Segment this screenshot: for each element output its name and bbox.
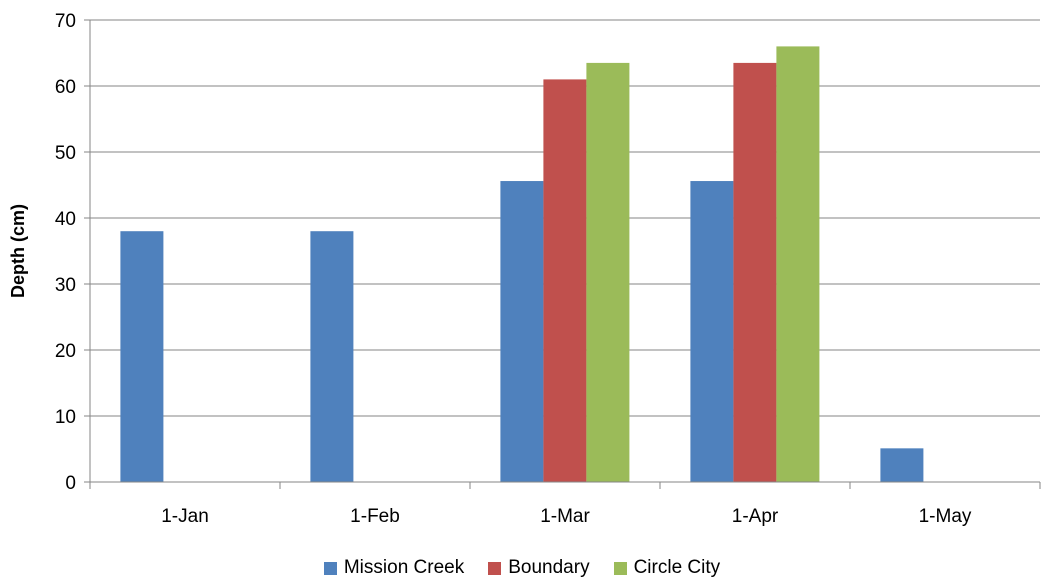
x-tick-label: 1-Mar (540, 506, 590, 527)
y-tick-labels: 0 10 20 30 40 50 60 70 (55, 11, 76, 494)
legend-label: Mission Creek (343, 557, 465, 578)
legend-item: Boundary (488, 557, 590, 579)
legend: Mission Creek Boundary Circle City (0, 557, 1044, 579)
bar-boundary (733, 62, 777, 483)
y-tick-label: 70 (55, 11, 76, 32)
legend-swatch (323, 561, 337, 575)
legend-swatch (613, 561, 627, 575)
bar-mission-creek (120, 231, 164, 482)
y-tick-label: 60 (55, 77, 76, 98)
x-tick-label: 1-Feb (350, 506, 400, 527)
bar-mission-creek (690, 181, 734, 483)
legend-swatch (488, 561, 502, 575)
y-axis-title: Depth (cm) (8, 204, 28, 298)
bar-mission-creek (310, 231, 354, 482)
legend-item: Mission Creek (323, 557, 465, 579)
legend-label: Circle City (633, 557, 721, 578)
bar-circle-city (776, 46, 820, 483)
y-tick-label: 30 (55, 275, 76, 296)
bar-mission-creek (880, 448, 924, 482)
bars (120, 46, 924, 483)
x-tick-labels: 1-Jan 1-Feb 1-Mar 1-Apr 1-May (161, 506, 972, 527)
bar-boundary (543, 79, 587, 483)
y-tick-label: 0 (65, 473, 76, 494)
x-tick-label: 1-Jan (161, 506, 209, 527)
y-tick-label: 20 (55, 341, 76, 362)
bar-mission-creek (500, 181, 544, 483)
y-tick-label: 40 (55, 209, 76, 230)
y-tick-label: 50 (55, 143, 76, 164)
bar-circle-city (586, 62, 630, 483)
y-tick-label: 10 (55, 407, 76, 428)
legend-item: Circle City (613, 557, 721, 579)
x-tick-label: 1-May (919, 506, 972, 527)
legend-label: Boundary (508, 557, 590, 578)
axes (84, 19, 1041, 489)
x-tick-label: 1-Apr (732, 506, 779, 527)
